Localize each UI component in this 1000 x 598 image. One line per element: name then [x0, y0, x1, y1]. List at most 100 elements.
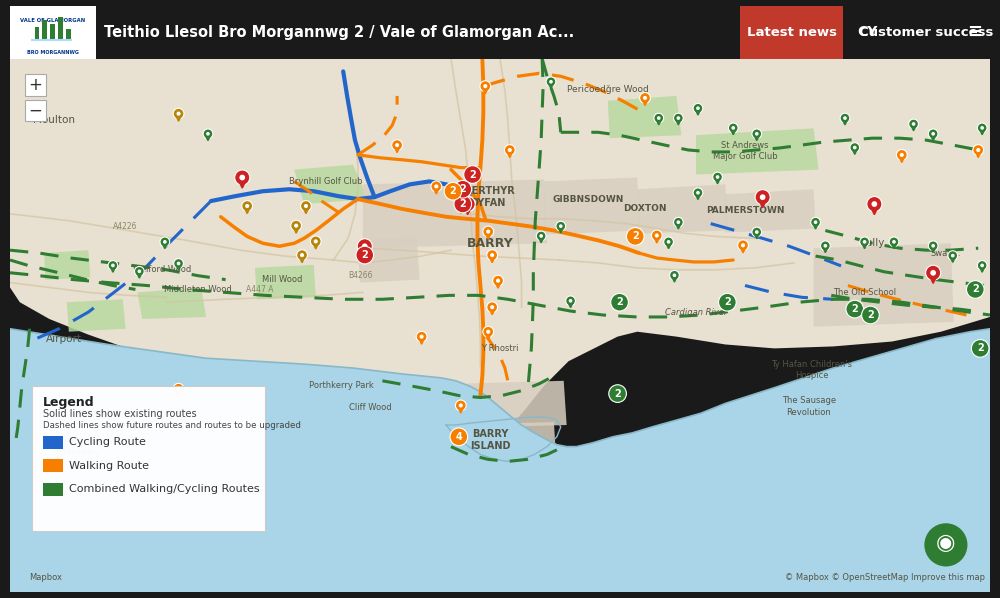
Text: 2: 2	[361, 250, 368, 260]
Polygon shape	[451, 422, 556, 457]
Polygon shape	[899, 157, 905, 163]
Polygon shape	[814, 243, 954, 327]
Text: B4266: B4266	[349, 271, 373, 280]
Circle shape	[464, 166, 481, 184]
Circle shape	[480, 81, 491, 91]
Polygon shape	[979, 267, 985, 272]
Text: Porthkerry: Porthkerry	[104, 460, 148, 469]
Circle shape	[640, 93, 650, 103]
Circle shape	[926, 266, 941, 280]
Circle shape	[549, 80, 553, 84]
Circle shape	[814, 220, 817, 224]
Polygon shape	[823, 247, 828, 252]
Circle shape	[626, 228, 644, 245]
Circle shape	[667, 240, 670, 244]
Polygon shape	[813, 224, 818, 229]
Circle shape	[755, 190, 770, 205]
Polygon shape	[361, 249, 369, 257]
Text: The Sausage: The Sausage	[782, 396, 836, 405]
Bar	[43, 459, 63, 472]
Circle shape	[536, 231, 546, 241]
Polygon shape	[485, 333, 491, 339]
Circle shape	[459, 204, 463, 208]
Text: Pericoedǧre Wood: Pericoedǧre Wood	[567, 84, 649, 93]
Polygon shape	[176, 265, 181, 270]
Polygon shape	[548, 83, 554, 89]
Polygon shape	[358, 236, 420, 283]
Circle shape	[863, 240, 866, 244]
Circle shape	[867, 197, 882, 212]
Circle shape	[977, 261, 987, 270]
Polygon shape	[458, 407, 464, 413]
Polygon shape	[303, 208, 309, 213]
Polygon shape	[731, 129, 736, 135]
Text: Middleton Wood: Middleton Wood	[164, 285, 232, 294]
Polygon shape	[458, 208, 464, 213]
Circle shape	[301, 200, 311, 212]
Circle shape	[239, 175, 245, 181]
Circle shape	[392, 140, 402, 151]
Circle shape	[655, 233, 659, 237]
Circle shape	[395, 143, 399, 147]
Circle shape	[108, 261, 118, 270]
Text: Y Rhostri: Y Rhostri	[481, 344, 519, 353]
Circle shape	[454, 181, 472, 198]
Circle shape	[291, 220, 302, 231]
Circle shape	[556, 221, 566, 231]
Circle shape	[483, 226, 494, 237]
Circle shape	[892, 240, 896, 244]
Circle shape	[971, 340, 989, 357]
Bar	[42, 20, 47, 39]
Circle shape	[696, 191, 700, 194]
Circle shape	[909, 119, 918, 129]
Circle shape	[696, 106, 700, 110]
Circle shape	[163, 240, 167, 244]
Text: Swan...: Swan...	[931, 249, 961, 258]
Circle shape	[310, 236, 321, 247]
Polygon shape	[891, 243, 897, 249]
Circle shape	[300, 253, 304, 257]
Polygon shape	[238, 180, 246, 188]
Polygon shape	[67, 299, 126, 332]
Circle shape	[755, 132, 759, 136]
Circle shape	[480, 51, 484, 56]
Polygon shape	[489, 257, 495, 263]
Polygon shape	[911, 126, 916, 131]
Bar	[10, 6, 96, 59]
Polygon shape	[666, 243, 671, 249]
Circle shape	[871, 201, 877, 207]
Circle shape	[138, 270, 141, 273]
Circle shape	[177, 261, 180, 266]
Circle shape	[674, 217, 683, 227]
Text: 2: 2	[459, 184, 466, 194]
Polygon shape	[842, 120, 848, 125]
Circle shape	[160, 237, 170, 247]
Circle shape	[973, 145, 984, 155]
Polygon shape	[176, 115, 182, 121]
Text: 2: 2	[469, 169, 476, 179]
Circle shape	[657, 116, 661, 120]
Circle shape	[846, 300, 864, 318]
Bar	[34, 27, 39, 39]
Text: A447 A: A447 A	[246, 285, 274, 294]
Circle shape	[539, 234, 543, 238]
Circle shape	[643, 96, 647, 100]
Circle shape	[504, 145, 515, 155]
Polygon shape	[979, 129, 985, 135]
Text: Brynhill Golf Club: Brynhill Golf Club	[289, 177, 362, 186]
Circle shape	[235, 170, 250, 185]
Circle shape	[966, 280, 984, 298]
Circle shape	[693, 188, 703, 197]
Polygon shape	[929, 275, 937, 283]
Circle shape	[416, 331, 427, 342]
Text: 4: 4	[455, 432, 462, 442]
Circle shape	[840, 113, 850, 123]
Text: Welford Wood: Welford Wood	[133, 266, 191, 274]
Polygon shape	[930, 247, 936, 252]
Circle shape	[490, 253, 494, 257]
Polygon shape	[950, 257, 955, 263]
Polygon shape	[293, 227, 299, 233]
Text: Latest news: Latest news	[747, 26, 837, 39]
Text: Hospice: Hospice	[795, 371, 828, 380]
Polygon shape	[558, 228, 563, 233]
